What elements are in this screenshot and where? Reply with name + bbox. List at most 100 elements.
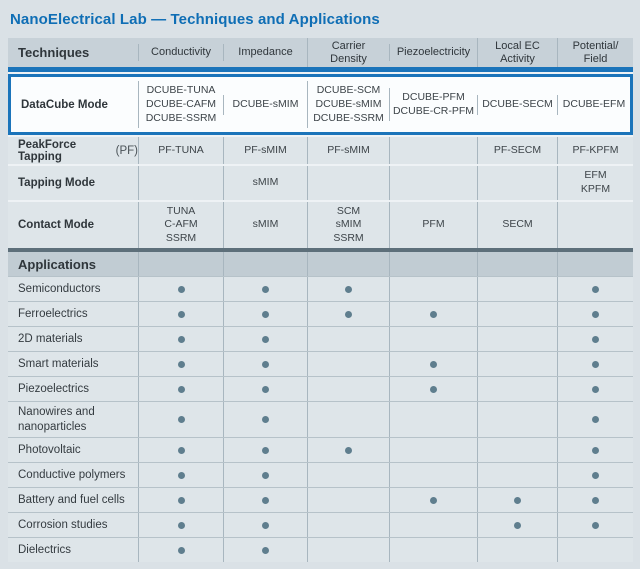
capability-dot [262,496,269,504]
mode-cell: PF-SECM [477,137,557,165]
applications-band-cell [307,252,389,277]
dot-cell [307,538,389,563]
dot-cell [223,463,307,488]
capability-dot [514,521,521,529]
dot-cell [138,277,223,302]
capability-dot [177,446,185,454]
dot-cell [477,277,557,302]
dot-cell [389,302,477,327]
capability-dot [592,496,599,504]
dot-cell [223,327,307,352]
capability-dot [430,496,437,504]
mode-cell: DCUBE-SECM [477,94,557,115]
applications-header-band: Applications [8,252,633,277]
dot-cell [557,438,633,463]
mode-cell: PF-TUNA [138,137,223,165]
application-label: Conductive polymers [18,469,126,482]
row-label: PeakForce Tapping (PF) [8,137,138,164]
dot-cell [307,463,389,488]
capability-dot [262,385,269,393]
column-header: Piezoelectricity [389,44,477,61]
mode-cell: DCUBE-TUNA DCUBE-CAFM DCUBE-SSRM [138,81,223,129]
dot-cell [307,402,389,438]
dot-cell [557,377,633,402]
mode-cell: sMIM [223,201,307,249]
application-row: Battery and fuel cells [8,487,633,513]
dot-cell [307,352,389,377]
capability-dot [177,310,185,318]
dot-cell [557,463,633,488]
application-row: Dielectrics [8,537,633,563]
capability-dot [592,385,599,393]
application-label: Smart materials [18,358,99,371]
dot-cell [477,352,557,377]
application-row: Piezoelectrics [8,376,633,402]
dot-cell [477,513,557,538]
capability-dot [592,416,599,424]
dot-cell [477,538,557,563]
row-label-text: Contact Mode [18,219,95,232]
capability-dot [177,335,185,343]
application-row: 2D materials [8,326,633,352]
dot-cell [138,302,223,327]
dot-cell [477,377,557,402]
capability-dot [177,546,185,554]
mode-cell [477,166,557,200]
mode-cell: DCUBE-sMIM [223,94,307,115]
dot-cell [389,463,477,488]
row-gap [8,72,633,75]
capability-dot [345,446,352,454]
capability-dot [177,416,185,424]
dot-cell [223,402,307,438]
application-row: Smart materials [8,351,633,377]
application-label: Piezoelectrics [18,383,89,396]
capability-dot [262,310,269,318]
mode-cell: EFM KPFM [557,166,633,200]
page-title: NanoElectrical Lab — Techniques and Appl… [10,11,380,28]
dot-cell [557,302,633,327]
row-label-text: PeakForce Tapping [18,138,77,163]
dot-cell [138,488,223,513]
capability-dot [177,496,185,504]
dot-cell [223,377,307,402]
capability-dot [592,360,599,368]
dot-cell [557,513,633,538]
capability-dot [262,471,269,479]
dot-cell [138,402,223,438]
capability-dot [262,416,269,424]
applications-section-divider [8,248,633,253]
capability-dot [177,471,185,479]
row-label: Contact Mode [8,202,138,249]
technique-row: PeakForce Tapping (PF) PF-TUNA PF-sMIM PF-sM… [8,137,633,165]
dot-cell [223,352,307,377]
dot-cell [389,402,477,438]
dot-cell [138,438,223,463]
dot-cell [389,277,477,302]
capability-dot [592,310,599,318]
capability-dot [177,521,185,529]
dot-cell [223,302,307,327]
dot-cell [477,302,557,327]
row-gap [8,199,633,202]
dot-cell [223,488,307,513]
dot-cell [389,438,477,463]
dot-cell [389,327,477,352]
capability-dot [430,385,437,393]
capability-dot [592,471,599,479]
dot-cell [223,438,307,463]
application-label: 2D materials [18,333,83,346]
dot-cell [477,488,557,513]
dot-cell [557,538,633,563]
application-row: Corrosion studies [8,512,633,538]
applications-label: Applications [18,256,97,272]
column-header: Carrier Density [307,38,389,68]
dot-cell [389,538,477,563]
mode-cell: PF-sMIM [223,137,307,165]
technique-rows-section: PeakForce Tapping (PF) PF-TUNA PF-sMIM PF-sM… [8,137,633,249]
row-label-datacube-mode: DataCube Mode [21,98,108,111]
mode-cell: DCUBE-EFM [557,94,630,115]
mode-cell: PF-KPFM [557,137,633,165]
dot-cell [138,463,223,488]
dot-cell [557,402,633,438]
